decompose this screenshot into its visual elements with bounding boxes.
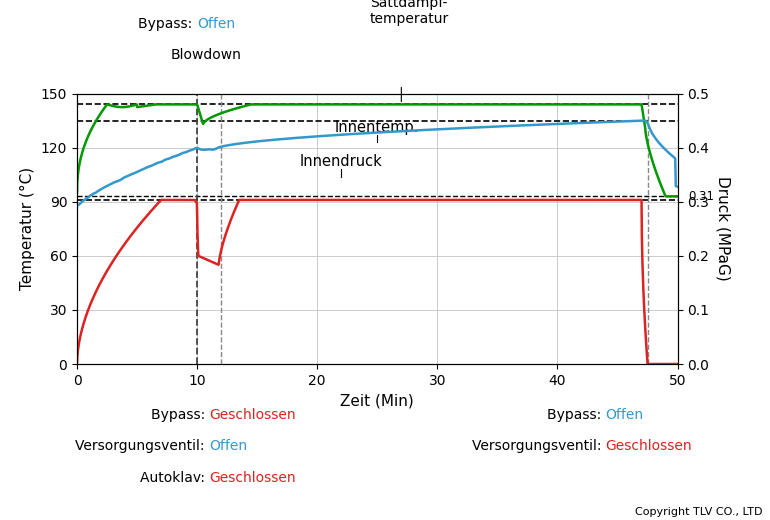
Text: Autoklav:: Autoklav: bbox=[140, 471, 209, 485]
Text: Versorgungsventil:: Versorgungsventil: bbox=[472, 439, 605, 453]
X-axis label: Zeit (Min): Zeit (Min) bbox=[340, 393, 414, 408]
Y-axis label: Temperatur (°C): Temperatur (°C) bbox=[20, 167, 35, 290]
Text: Bypass:: Bypass: bbox=[139, 17, 197, 31]
Text: 0.31: 0.31 bbox=[688, 190, 714, 203]
Text: Blowdown: Blowdown bbox=[171, 48, 242, 62]
Text: Innentemp.: Innentemp. bbox=[335, 120, 420, 135]
Text: Offen: Offen bbox=[197, 17, 236, 31]
Text: Sattdampf-
temperatur: Sattdampf- temperatur bbox=[370, 0, 449, 26]
Text: Bypass:: Bypass: bbox=[547, 408, 605, 422]
Text: Bypass:: Bypass: bbox=[150, 408, 209, 422]
Text: Versorgungsventil:: Versorgungsventil: bbox=[75, 439, 209, 453]
Text: Geschlossen: Geschlossen bbox=[209, 408, 296, 422]
Text: Copyright TLV CO., LTD: Copyright TLV CO., LTD bbox=[634, 508, 762, 517]
Text: Offen: Offen bbox=[605, 408, 644, 422]
Text: Offen: Offen bbox=[209, 439, 247, 453]
Text: Geschlossen: Geschlossen bbox=[209, 471, 296, 485]
Y-axis label: Druck (MPaG): Druck (MPaG) bbox=[715, 176, 730, 281]
Text: Geschlossen: Geschlossen bbox=[605, 439, 692, 453]
Text: Innendruck: Innendruck bbox=[300, 154, 383, 170]
